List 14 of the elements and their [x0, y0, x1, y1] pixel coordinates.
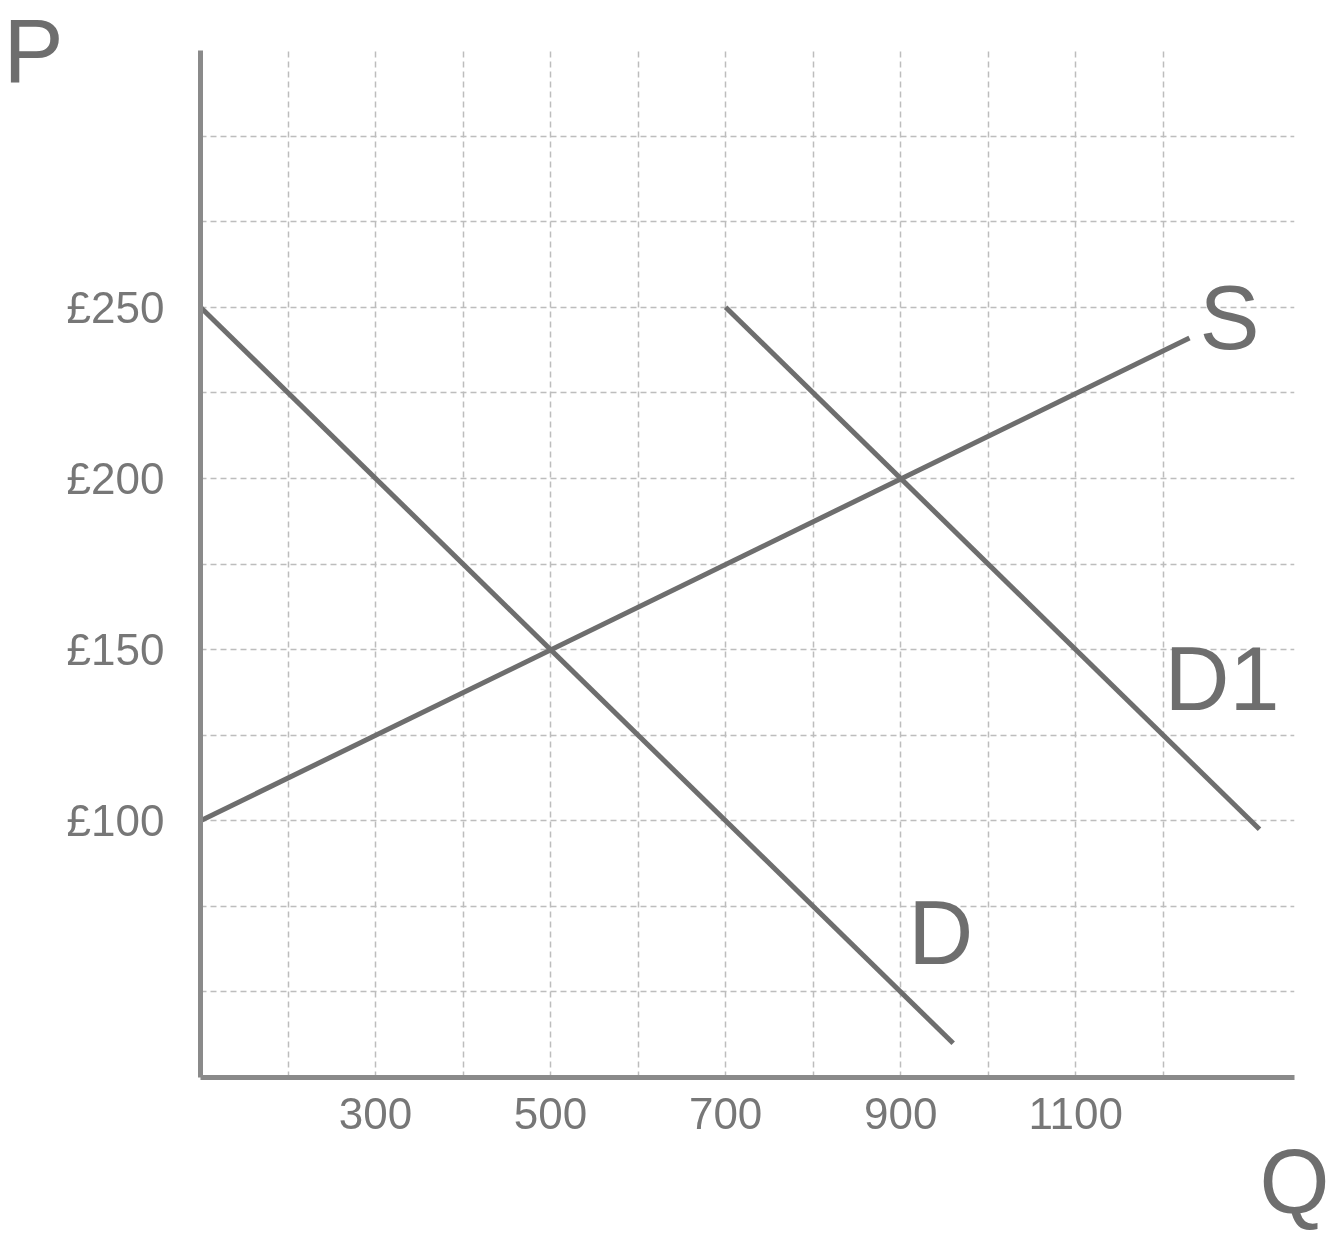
x-tick-label: 500: [513, 1088, 588, 1138]
y-tick-label: £100: [66, 796, 165, 846]
x-tick-label: 900: [863, 1088, 938, 1138]
series-label: D1: [1164, 629, 1280, 730]
y-tick-label: £150: [66, 625, 165, 675]
x-tick-label: 1100: [1028, 1088, 1124, 1138]
x-tick-label: 300: [338, 1088, 413, 1138]
y-axis-title: P: [3, 0, 64, 101]
series-label: S: [1199, 268, 1260, 369]
y-tick-label: £250: [66, 282, 165, 332]
series-label: D: [908, 883, 974, 984]
y-tick-label: £200: [66, 453, 165, 503]
x-tick-label: 700: [688, 1088, 763, 1138]
x-axis-title: Q: [1259, 1131, 1330, 1232]
